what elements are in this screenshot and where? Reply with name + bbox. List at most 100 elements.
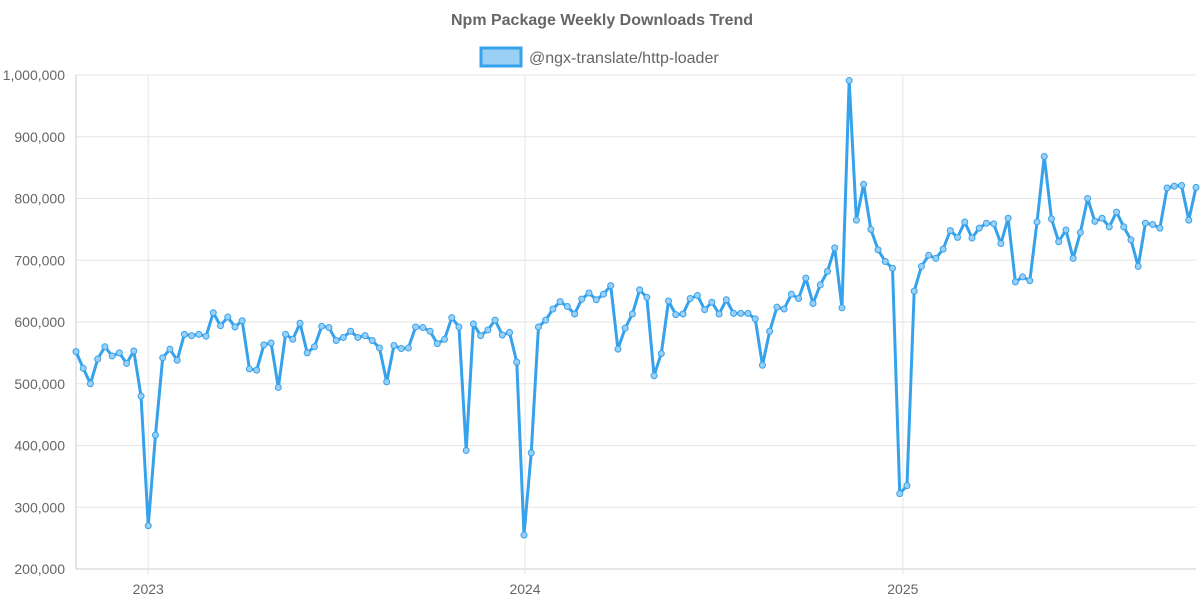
data-point[interactable]	[599, 290, 607, 298]
data-point[interactable]	[383, 378, 391, 386]
data-point[interactable]	[426, 327, 434, 335]
data-point[interactable]	[347, 327, 355, 335]
data-point[interactable]	[310, 343, 318, 351]
data-point[interactable]	[462, 446, 470, 454]
data-point[interactable]	[1062, 226, 1070, 234]
data-point[interactable]	[94, 355, 102, 363]
data-point[interactable]	[845, 77, 853, 85]
data-point[interactable]	[217, 322, 225, 330]
data-point[interactable]	[404, 344, 412, 352]
data-point[interactable]	[245, 365, 253, 373]
data-point[interactable]	[534, 323, 542, 331]
data-point[interactable]	[686, 295, 694, 303]
data-point[interactable]	[72, 348, 80, 356]
data-point[interactable]	[1076, 228, 1084, 236]
data-point[interactable]	[549, 305, 557, 313]
data-point[interactable]	[860, 180, 868, 188]
data-point[interactable]	[607, 282, 615, 290]
data-point[interactable]	[795, 295, 803, 303]
data-point[interactable]	[643, 293, 651, 301]
data-point[interactable]	[665, 297, 673, 305]
data-point[interactable]	[614, 345, 622, 353]
data-point[interactable]	[267, 339, 275, 347]
data-point[interactable]	[693, 291, 701, 299]
data-point[interactable]	[744, 309, 752, 317]
data-point[interactable]	[79, 364, 87, 372]
data-point[interactable]	[1033, 218, 1041, 226]
data-point[interactable]	[202, 332, 210, 340]
data-point[interactable]	[1004, 214, 1012, 222]
data-point[interactable]	[1019, 273, 1027, 281]
data-point[interactable]	[730, 309, 738, 317]
data-point[interactable]	[238, 317, 246, 325]
data-point[interactable]	[433, 340, 441, 348]
data-point[interactable]	[816, 281, 824, 289]
data-point[interactable]	[274, 383, 282, 391]
data-point[interactable]	[592, 296, 600, 304]
data-point[interactable]	[874, 246, 882, 254]
data-point[interactable]	[982, 219, 990, 227]
data-point[interactable]	[469, 320, 477, 328]
data-point[interactable]	[1185, 216, 1193, 224]
data-point[interactable]	[1170, 182, 1178, 190]
data-point[interactable]	[1069, 254, 1077, 262]
data-point[interactable]	[1156, 224, 1164, 232]
data-point[interactable]	[1105, 223, 1113, 231]
data-point[interactable]	[636, 286, 644, 294]
data-point[interactable]	[766, 327, 774, 335]
data-point[interactable]	[303, 349, 311, 357]
data-point[interactable]	[231, 323, 239, 331]
data-point[interactable]	[1084, 195, 1092, 202]
data-point[interactable]	[932, 254, 940, 262]
data-point[interactable]	[173, 356, 181, 364]
data-point[interactable]	[498, 331, 506, 339]
data-point[interactable]	[166, 345, 174, 353]
data-point[interactable]	[542, 316, 550, 324]
data-point[interactable]	[917, 262, 925, 270]
data-point[interactable]	[188, 332, 196, 340]
data-point[interactable]	[751, 315, 759, 323]
data-point[interactable]	[332, 337, 340, 345]
data-point[interactable]	[397, 345, 405, 353]
data-point[interactable]	[838, 304, 846, 312]
data-point[interactable]	[1178, 182, 1186, 190]
data-point[interactable]	[339, 333, 347, 341]
data-point[interactable]	[708, 298, 716, 306]
data-point[interactable]	[1141, 219, 1149, 227]
data-point[interactable]	[961, 218, 969, 226]
data-point[interactable]	[209, 309, 217, 317]
data-point[interactable]	[968, 234, 976, 242]
data-point[interactable]	[108, 352, 116, 360]
data-point[interactable]	[180, 330, 188, 338]
data-point[interactable]	[1040, 153, 1048, 161]
data-point[interactable]	[361, 332, 369, 340]
data-point[interactable]	[1098, 214, 1106, 222]
data-point[interactable]	[86, 380, 94, 388]
data-point[interactable]	[419, 324, 427, 332]
data-point[interactable]	[224, 313, 232, 321]
data-point[interactable]	[1055, 238, 1063, 246]
data-point[interactable]	[896, 490, 904, 498]
data-point[interactable]	[368, 337, 376, 345]
data-point[interactable]	[975, 224, 983, 232]
data-point[interactable]	[506, 329, 514, 336]
data-point[interactable]	[325, 324, 333, 332]
data-point[interactable]	[628, 310, 636, 318]
data-point[interactable]	[1192, 183, 1200, 191]
data-point[interactable]	[585, 289, 593, 297]
data-point[interactable]	[375, 344, 383, 352]
data-point[interactable]	[159, 354, 167, 362]
data-point[interactable]	[852, 216, 860, 224]
data-point[interactable]	[195, 330, 203, 338]
data-point[interactable]	[260, 341, 268, 349]
data-point[interactable]	[621, 324, 629, 332]
data-point[interactable]	[910, 287, 918, 295]
data-point[interactable]	[282, 330, 290, 338]
data-point[interactable]	[1047, 215, 1055, 223]
data-point[interactable]	[130, 347, 138, 355]
data-point[interactable]	[737, 309, 745, 317]
data-point[interactable]	[939, 245, 947, 253]
data-point[interactable]	[990, 220, 998, 228]
data-point[interactable]	[115, 349, 123, 357]
data-point[interactable]	[578, 295, 586, 303]
